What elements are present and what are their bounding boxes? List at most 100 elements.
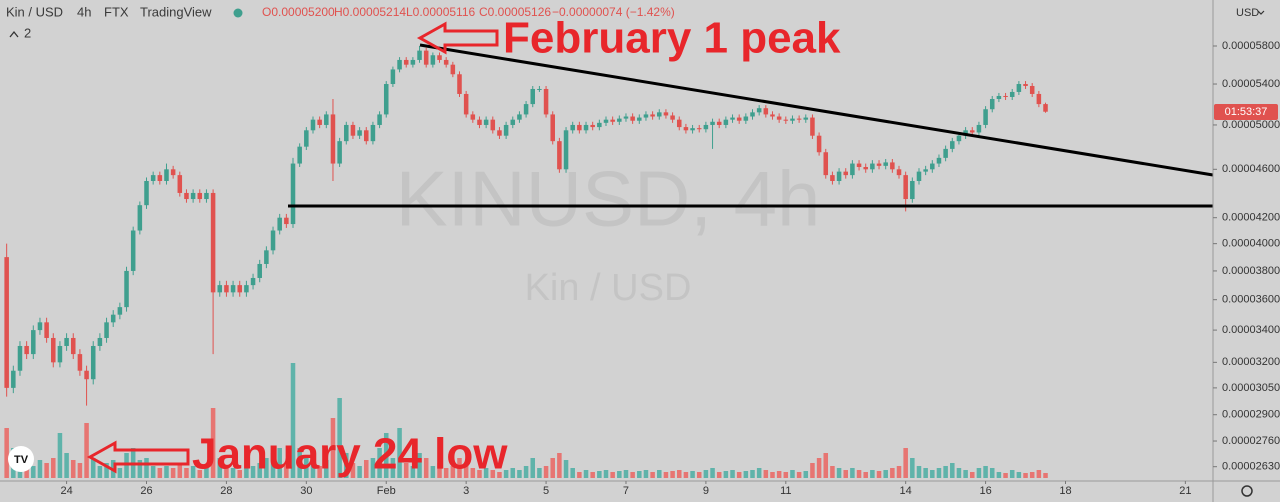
y-tick-label: 0.00004000 [1222,238,1280,250]
volume-bar [836,468,842,478]
volume-bar [517,470,522,478]
volume-bar [310,463,316,478]
logo[interactable] [8,446,34,472]
candle-body [1009,91,1015,97]
watermark-name: Kin / USD [525,267,692,309]
volume-bar [350,463,356,478]
source: TradingView [140,4,212,19]
x-tick-label: 26 [140,485,152,497]
candle-body [437,55,442,60]
candle-body [370,124,376,142]
volume-bar [383,433,389,478]
symbol: Kin / USD [6,4,63,19]
volume-bar [583,470,589,478]
candle-body [663,112,669,116]
volume-bar [756,468,762,478]
volume-bar [337,398,342,478]
volume-bar [357,466,362,478]
volume-bar [750,470,755,478]
volume-bar [190,466,196,478]
candle-body [936,157,942,164]
candle-body [104,322,109,338]
candle-body [910,180,915,200]
volume-bar [237,470,243,478]
candle-body [470,114,476,120]
volume-bar [790,470,795,478]
volume-bar [963,470,968,478]
candle-body [24,345,29,355]
candle-body [483,119,489,125]
candle-body [224,285,229,293]
candle-layer [4,46,1048,406]
volume-bar [530,458,536,478]
volume-bar [257,463,262,478]
candle-body [836,171,842,181]
volume-bar [330,418,336,478]
candle-body [563,130,569,170]
volume-bar [716,472,722,478]
y-tick-label: 0.00003200 [1222,356,1280,368]
volume-bar [324,460,329,478]
candle-body [497,130,502,136]
candle-body [676,119,682,128]
settings-icon[interactable] [1241,485,1253,497]
currency-dropdown[interactable] [1257,10,1265,15]
status-dot [233,8,243,18]
volume-bar [410,466,416,478]
volume-bar [150,466,156,478]
volume-bar [670,471,675,478]
candle-body [230,285,236,293]
candle-body [257,263,262,278]
volume-bar [210,408,216,478]
candle-body [77,354,83,371]
volume-bar [437,463,442,478]
x-tick-label: 18 [1059,485,1071,497]
candle-body [130,230,136,271]
volume-bar [816,458,822,478]
candle-body [583,124,589,131]
volume-bar [910,458,915,478]
indicator-count[interactable]: 2 [24,25,31,40]
candle-body [896,169,902,176]
volume-bar [184,468,189,478]
candle-body [750,112,755,117]
candle-body [816,135,822,153]
candle-body [763,108,769,115]
volume-bar [856,470,862,478]
candle-body [1036,93,1042,105]
volume-bar [1023,473,1028,478]
candle-body [510,119,516,125]
candle-body [610,119,615,122]
volume-bar [204,466,209,478]
candle-body [617,118,622,122]
candle-body [383,84,389,115]
candle-body [270,230,276,251]
candle-body [90,345,96,380]
volume-bar [563,460,569,478]
volume-bar [170,468,176,478]
volume-bar [983,466,988,478]
candle-body [350,124,356,136]
volume-bar [1016,472,1022,478]
volume-bar [623,470,629,478]
volume-bar [696,472,702,478]
candle-body [397,59,402,70]
volume-bar [936,468,942,478]
candle-body [710,121,715,125]
volume-bar [463,463,469,478]
volume-bar [890,468,895,478]
candle-body [890,162,895,170]
x-tick-label: 21 [1179,485,1191,497]
y-tick-label: 0.00005000 [1222,119,1280,131]
collapse-icon[interactable] [9,30,19,38]
candle-body [630,116,635,121]
volume-bar [736,472,742,478]
candle-body [670,115,675,120]
currency[interactable]: USD [1236,7,1259,19]
candle-body [64,337,69,346]
annotation-arrow [86,440,190,474]
candle-body [410,59,416,65]
candle-body [950,141,955,149]
candle-body [51,337,56,363]
